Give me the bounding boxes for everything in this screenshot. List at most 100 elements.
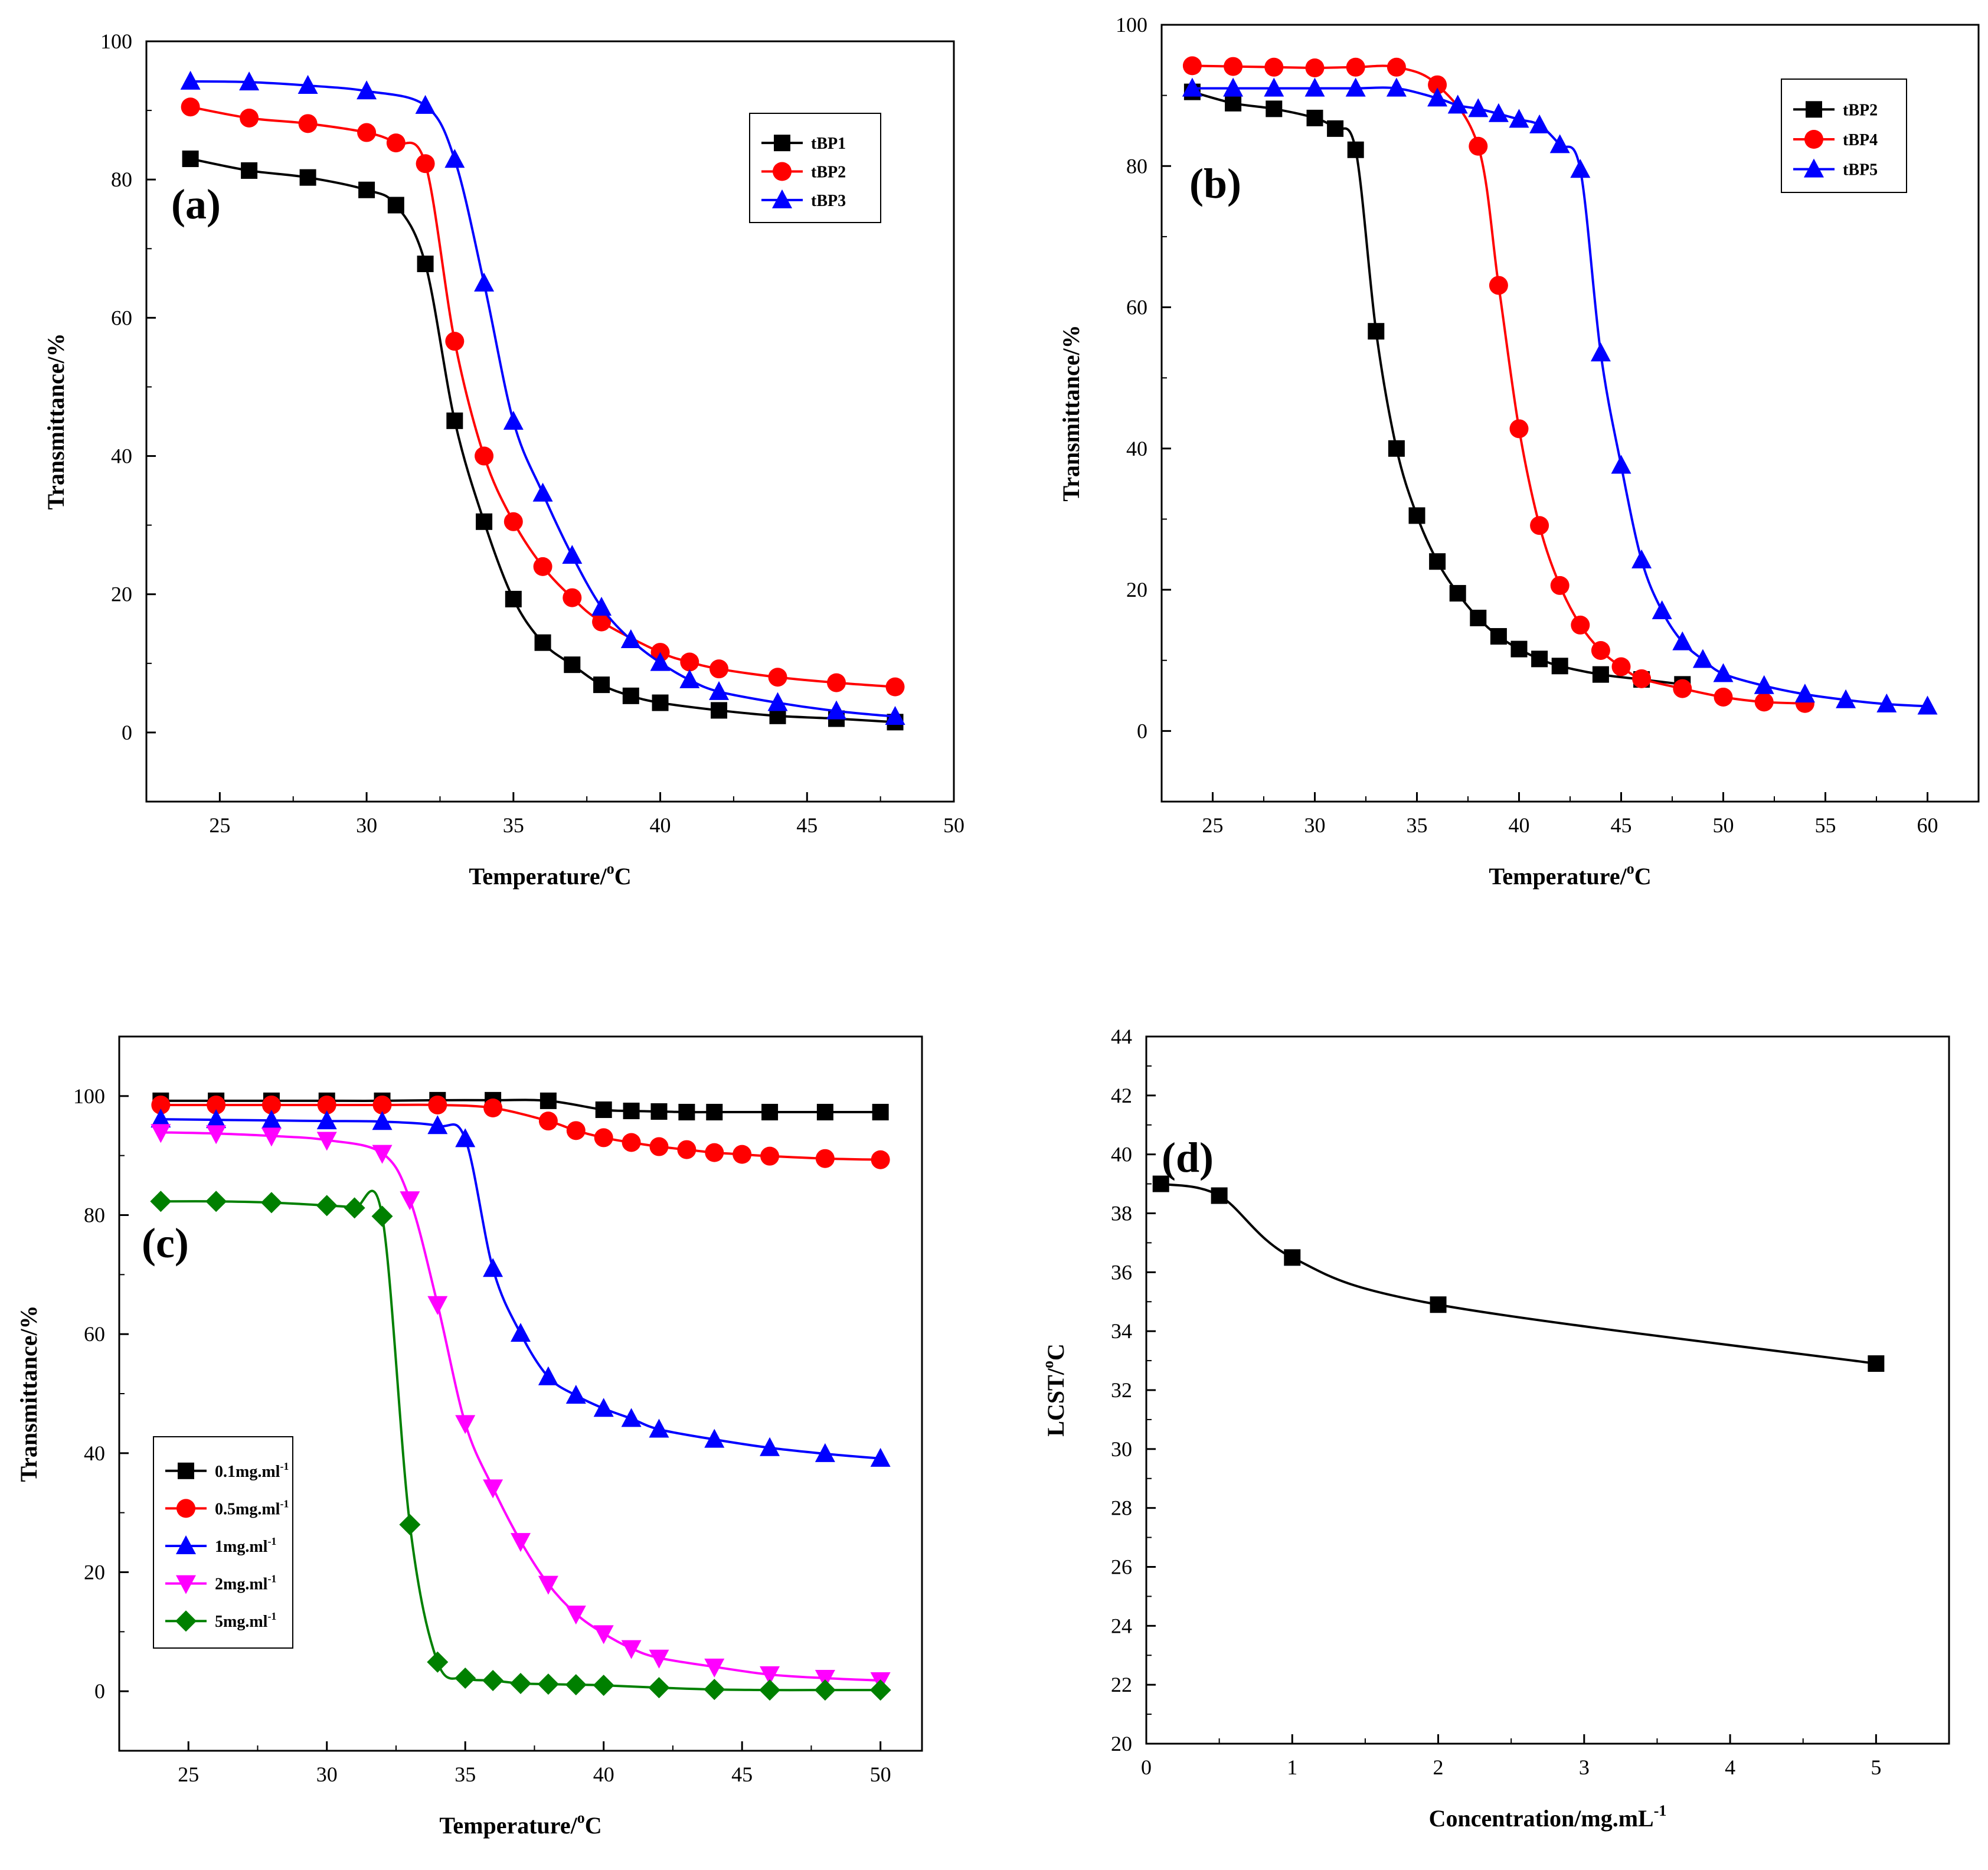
data-point: [371, 1205, 393, 1227]
panel-a-chart: 25 30 35 40 45 50 0 20 40 60 80 100 Temperature/oC Tr…: [42, 30, 964, 890]
x-axis-title-sup: -1: [1654, 1802, 1667, 1819]
panel-label: (a): [171, 181, 221, 228]
x-tick-label: 35: [1407, 813, 1428, 837]
data-point: [297, 74, 318, 94]
data-point: [400, 1191, 420, 1211]
data-point: [562, 545, 583, 564]
data-point: [539, 1092, 557, 1109]
data-point: [1754, 675, 1774, 694]
data-point: [150, 1191, 172, 1212]
y-tick-label: 80: [1126, 154, 1147, 178]
legend-label: tBP5: [1843, 161, 1878, 179]
legend-label-sup: -1: [280, 1498, 289, 1509]
data-point: [415, 94, 436, 114]
data-point: [511, 1533, 531, 1552]
data-point: [680, 652, 699, 672]
data-point: [482, 1670, 504, 1692]
data-point: [816, 1104, 833, 1121]
data-point: [1386, 77, 1407, 97]
x-axis-title-text: Concentration/mg.mL: [1429, 1805, 1654, 1832]
x-axis-title-sup: o: [1627, 860, 1634, 877]
data-point: [538, 1111, 558, 1131]
data-point: [565, 1385, 586, 1404]
y-tick-label: 60: [1126, 296, 1147, 319]
y-tick-label: 0: [1137, 719, 1147, 743]
x-tick-label: 30: [1304, 813, 1326, 837]
legend-box: [1781, 79, 1907, 193]
data-point: [372, 1145, 393, 1164]
legend-label-text: tBP4: [1843, 131, 1878, 149]
data-point: [761, 1104, 779, 1121]
legend-marker: [176, 1535, 196, 1554]
data-point: [357, 80, 377, 100]
x-tick-label: 50: [1713, 813, 1734, 837]
data-point: [427, 1651, 449, 1673]
data-point: [1305, 58, 1325, 77]
y-tick-label: 0: [122, 721, 132, 744]
x-axis-title-unit: C: [585, 1812, 602, 1839]
data-point: [416, 154, 435, 174]
data-point: [593, 676, 610, 694]
legend-label-text: tBP5: [1843, 161, 1878, 179]
data-point: [1469, 136, 1488, 156]
data-point: [428, 1095, 447, 1114]
data-point: [1611, 657, 1631, 676]
data-point: [1387, 57, 1406, 77]
legend-marker: [1804, 158, 1824, 178]
data-point: [317, 1095, 336, 1114]
data-point: [704, 1658, 725, 1678]
data-point: [594, 1128, 613, 1148]
data-point: [704, 1679, 725, 1701]
x-tick-label: 1: [1287, 1755, 1297, 1779]
data-point: [239, 71, 260, 91]
data-point: [1632, 669, 1652, 688]
data-point: [1509, 109, 1529, 128]
panel-b-chart: 25 30 35 40 45 50 55 60 0 20 40 60 80 100 Temperature/…: [1058, 13, 1980, 890]
legend-marker: [773, 162, 792, 181]
legend-label-text: tBP3: [811, 192, 846, 210]
data-point: [538, 1366, 558, 1385]
panel-d-chart: 0 1 2 3 4 520222426283032343638404244Concentr…: [1039, 1025, 1950, 1832]
legend-marker: [178, 1462, 194, 1479]
data-point: [511, 1323, 531, 1342]
data-point: [1876, 693, 1897, 712]
data-point: [705, 1143, 724, 1162]
y-tick-label: 60: [84, 1322, 105, 1346]
data-point: [534, 634, 551, 651]
y-tick-label: 100: [100, 30, 132, 53]
data-point: [1428, 75, 1447, 94]
data-point: [827, 673, 846, 692]
legend-label: tBP1: [811, 135, 846, 153]
data-point: [261, 1095, 281, 1114]
data-point: [298, 114, 318, 133]
data-point: [241, 162, 258, 179]
panel-label: (d): [1162, 1134, 1214, 1181]
legend-label-text: tBP1: [811, 135, 846, 153]
y-tick-label: 40: [84, 1441, 105, 1465]
data-point: [180, 70, 201, 90]
data-point: [1571, 615, 1590, 635]
x-axis-title: Temperature/oC: [1489, 860, 1651, 890]
x-tick-label: 60: [1917, 813, 1938, 837]
legend-label-text: 0.5mg.ml: [215, 1500, 280, 1518]
data-point: [814, 1679, 836, 1701]
x-tick-label: 35: [455, 1763, 476, 1786]
data-point: [760, 1146, 780, 1166]
x-axis-title-text: Temperature/: [439, 1812, 577, 1839]
x-axis-title-text: Temperature/: [1489, 863, 1627, 890]
legend-label: 5mg.ml-1: [215, 1610, 276, 1631]
data-point: [474, 272, 495, 292]
data-point: [565, 1606, 586, 1625]
data-point: [621, 1408, 642, 1427]
legend-label-text: tBP2: [811, 164, 846, 182]
data-point: [316, 1132, 337, 1151]
data-point: [1368, 323, 1385, 340]
data-point: [622, 687, 639, 704]
data-point: [869, 1679, 891, 1701]
data-point: [386, 133, 406, 153]
data-point: [1531, 650, 1548, 668]
data-point: [1868, 1355, 1885, 1372]
data-point: [1447, 94, 1468, 114]
panel-c-chart: 25 30 35 40 45 50 0 20 40 60 80 100 Temperature/oC Tr…: [15, 1035, 923, 1839]
